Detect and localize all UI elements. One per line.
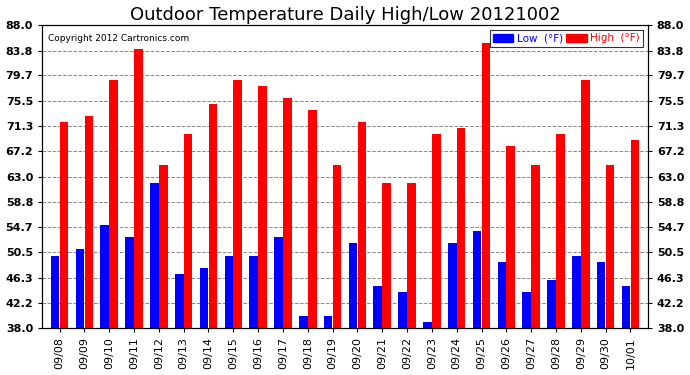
Bar [134,50,143,375]
Bar [556,134,565,375]
Bar [233,80,242,375]
Bar [333,165,342,375]
Bar [547,280,556,375]
Bar [473,231,482,375]
Bar [482,43,491,375]
Bar [572,255,581,375]
Bar [506,146,515,375]
Bar [631,140,639,375]
Legend: Low  (°F), High  (°F): Low (°F), High (°F) [489,30,642,46]
Bar [283,98,292,375]
Bar [398,292,407,375]
Bar [622,286,630,375]
Bar [606,165,614,375]
Bar [299,316,308,375]
Bar [159,165,168,375]
Bar [324,316,333,375]
Bar [84,116,93,375]
Bar [249,255,258,375]
Bar [258,86,267,375]
Bar [457,128,466,375]
Bar [448,243,457,375]
Bar [308,110,317,375]
Bar [348,243,357,375]
Bar [357,122,366,375]
Bar [522,292,531,375]
Bar [423,322,432,375]
Title: Outdoor Temperature Daily High/Low 20121002: Outdoor Temperature Daily High/Low 20121… [130,6,560,24]
Bar [60,122,68,375]
Bar [150,183,159,375]
Bar [125,237,134,375]
Bar [597,262,606,375]
Bar [382,183,391,375]
Bar [184,134,193,375]
Bar [109,80,118,375]
Bar [581,80,589,375]
Text: Copyright 2012 Cartronics.com: Copyright 2012 Cartronics.com [48,34,189,43]
Bar [407,183,416,375]
Bar [531,165,540,375]
Bar [373,286,382,375]
Bar [199,268,208,375]
Bar [224,255,233,375]
Bar [208,104,217,375]
Bar [51,255,59,375]
Bar [497,262,506,375]
Bar [274,237,283,375]
Bar [76,249,84,375]
Bar [432,134,441,375]
Bar [175,274,184,375]
Bar [101,225,109,375]
